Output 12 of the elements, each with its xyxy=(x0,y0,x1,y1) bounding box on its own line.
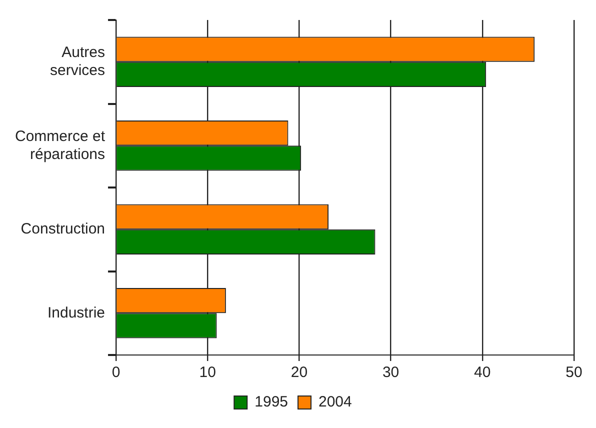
y-tick-label: Commerce et réparations xyxy=(14,128,106,163)
legend-label: 1995 xyxy=(254,394,288,411)
y-tick-label: Construction xyxy=(20,220,106,238)
x-tick-label: 40 xyxy=(474,364,491,382)
x-tick-label: 20 xyxy=(290,364,308,382)
x-tick-label: 30 xyxy=(382,364,400,382)
x-tick-label: 10 xyxy=(199,364,216,382)
legend-label: 2004 xyxy=(318,394,352,411)
y-tick-label: Industrie xyxy=(47,304,106,322)
x-tick-label: 0 xyxy=(112,364,120,382)
x-tick-label: 50 xyxy=(566,364,582,382)
y-tick-label: Autres services xyxy=(50,44,106,80)
